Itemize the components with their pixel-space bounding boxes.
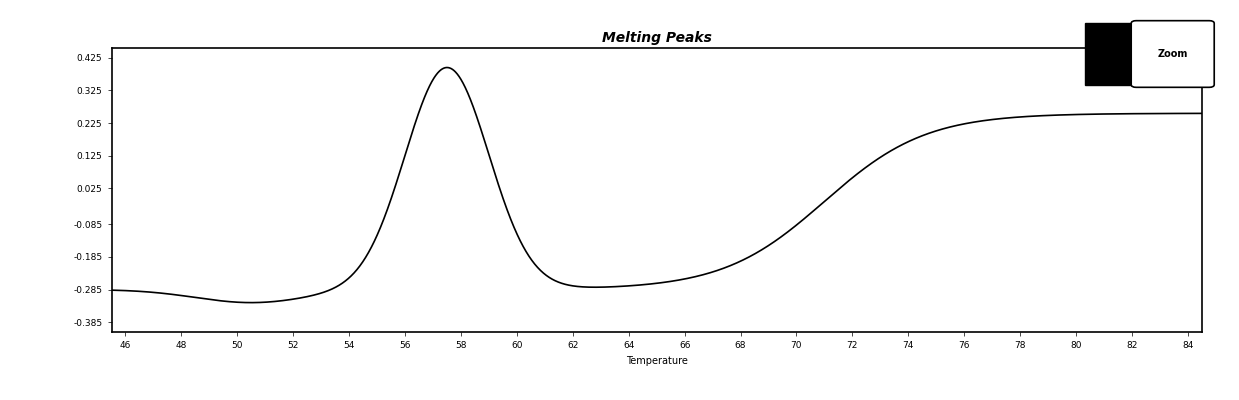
FancyBboxPatch shape bbox=[1085, 23, 1132, 85]
Title: Melting Peaks: Melting Peaks bbox=[602, 32, 711, 46]
Text: Zoom: Zoom bbox=[1157, 49, 1188, 59]
FancyBboxPatch shape bbox=[1131, 21, 1214, 87]
X-axis label: Temperature: Temperature bbox=[626, 356, 688, 366]
